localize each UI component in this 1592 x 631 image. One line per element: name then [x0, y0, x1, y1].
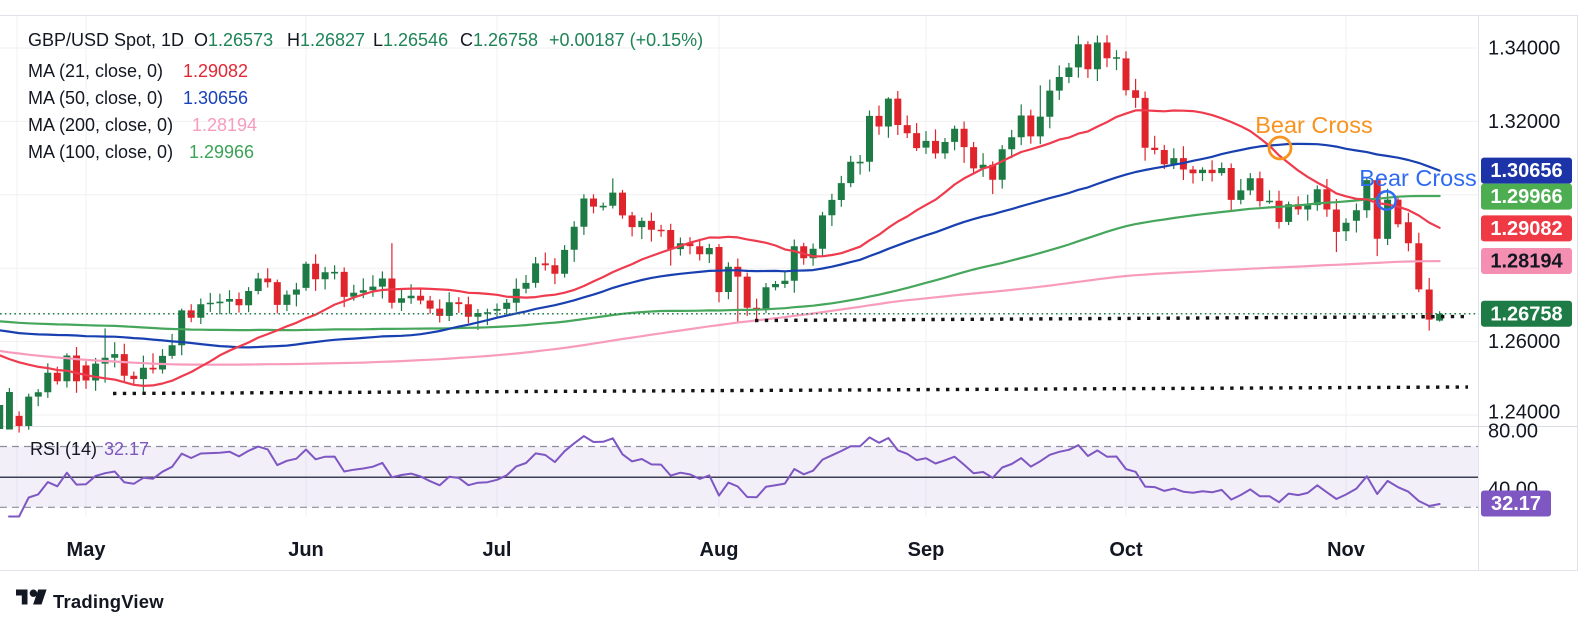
svg-text:MA (100, close, 0)1.29966: MA (100, close, 0) 1.29966: [28, 142, 254, 162]
svg-text:1.29082: 1.29082: [1490, 218, 1562, 240]
svg-text:Jun: Jun: [288, 539, 324, 561]
svg-text:Sep: Sep: [908, 539, 945, 561]
svg-text:Aug: Aug: [700, 539, 739, 561]
svg-text:80.00: 80.00: [1488, 421, 1538, 443]
svg-text:MA (50, close, 0)1.30656: MA (50, close, 0) 1.30656: [28, 88, 248, 108]
svg-text:Bear Cross: Bear Cross: [1359, 165, 1477, 191]
svg-text:1.28194: 1.28194: [1490, 251, 1563, 273]
svg-text:MA (200, close, 0)1.28194: MA (200, close, 0) 1.28194: [28, 115, 257, 135]
svg-text:1.30656: 1.30656: [1490, 160, 1562, 182]
svg-text:1.29966: 1.29966: [1490, 186, 1562, 208]
svg-text:1.26758: 1.26758: [1490, 303, 1562, 325]
svg-text:1.32000: 1.32000: [1488, 111, 1560, 133]
svg-text:1.26000: 1.26000: [1488, 331, 1560, 353]
svg-text:TradingView: TradingView: [53, 591, 164, 612]
svg-text:RSI (14)32.17: RSI (14) 32.17: [30, 439, 149, 459]
svg-text:Nov: Nov: [1327, 539, 1366, 561]
svg-text:MA (21, close, 0)1.29082: MA (21, close, 0) 1.29082: [28, 61, 248, 81]
svg-text:Bear Cross: Bear Cross: [1255, 112, 1373, 138]
svg-text:May: May: [67, 539, 107, 561]
svg-text:Oct: Oct: [1109, 539, 1143, 561]
svg-text:1.24000: 1.24000: [1488, 402, 1560, 424]
svg-text:1.34000: 1.34000: [1488, 38, 1560, 60]
svg-text:Jul: Jul: [483, 539, 512, 561]
svg-text:32.17: 32.17: [1491, 493, 1541, 515]
